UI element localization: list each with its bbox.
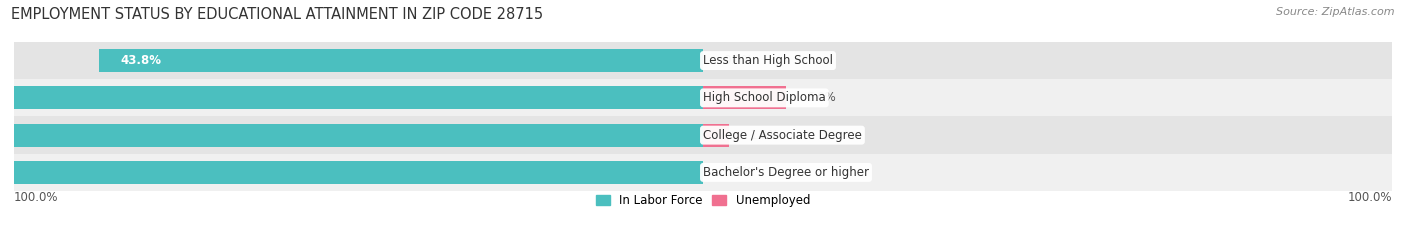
Bar bbox=[0, 161, 703, 184]
Bar bbox=[100, 49, 703, 72]
Text: 6.0%: 6.0% bbox=[807, 91, 837, 104]
Bar bbox=[703, 123, 730, 147]
Bar bbox=[14, 154, 1392, 191]
Text: 100.0%: 100.0% bbox=[1347, 191, 1392, 204]
Text: Less than High School: Less than High School bbox=[703, 54, 832, 67]
Text: EMPLOYMENT STATUS BY EDUCATIONAL ATTAINMENT IN ZIP CODE 28715: EMPLOYMENT STATUS BY EDUCATIONAL ATTAINM… bbox=[11, 7, 543, 22]
Text: 1.9%: 1.9% bbox=[749, 129, 780, 142]
Text: Source: ZipAtlas.com: Source: ZipAtlas.com bbox=[1277, 7, 1395, 17]
Bar bbox=[14, 42, 1392, 79]
Text: Bachelor's Degree or higher: Bachelor's Degree or higher bbox=[703, 166, 869, 179]
Bar bbox=[703, 86, 786, 110]
Text: 100.0%: 100.0% bbox=[14, 191, 59, 204]
Bar bbox=[0, 123, 703, 147]
Bar bbox=[14, 79, 1392, 116]
Bar bbox=[0, 86, 703, 110]
Bar bbox=[14, 116, 1392, 154]
Text: High School Diploma: High School Diploma bbox=[703, 91, 825, 104]
Text: 0.0%: 0.0% bbox=[724, 166, 754, 179]
Legend: In Labor Force, Unemployed: In Labor Force, Unemployed bbox=[591, 190, 815, 212]
Text: College / Associate Degree: College / Associate Degree bbox=[703, 129, 862, 142]
Text: 0.0%: 0.0% bbox=[724, 54, 754, 67]
Text: 43.8%: 43.8% bbox=[120, 54, 162, 67]
